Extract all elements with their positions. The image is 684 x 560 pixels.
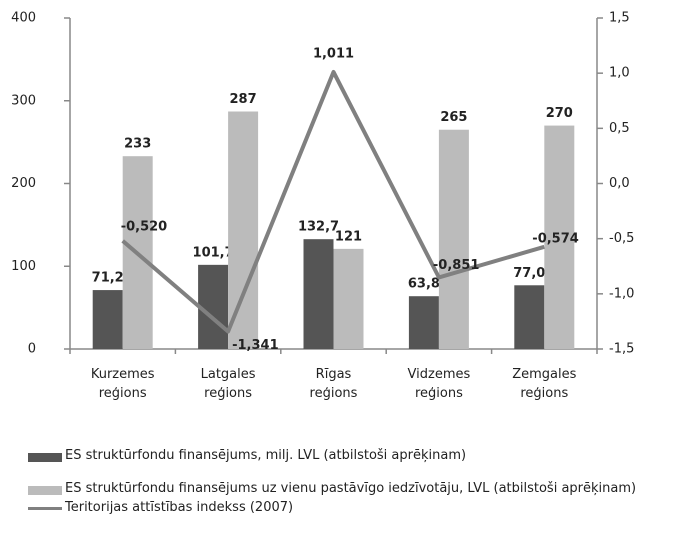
bar — [92, 290, 123, 349]
data-label: -1,341 — [232, 338, 279, 353]
x-tick-label: Zemgales reģions — [512, 367, 576, 401]
bar — [408, 296, 439, 349]
legend: ES struktūrfondu finansējums, milj. LVL … — [28, 448, 678, 515]
bar — [544, 125, 575, 349]
x-tick-label: Rīgas reģions — [310, 367, 358, 401]
y2-tick-label: 0,5 — [609, 121, 630, 136]
x-tick-label: Vidzemes reģions — [408, 367, 471, 401]
bar — [303, 239, 334, 349]
bar — [438, 129, 469, 349]
data-label: -0,574 — [532, 231, 579, 246]
data-label: -0,851 — [433, 258, 480, 273]
data-label: 71,2 — [92, 271, 124, 286]
data-label: 233 — [124, 137, 151, 152]
data-label: 132,7 — [298, 220, 339, 235]
y-tick-label: 0 — [28, 342, 36, 357]
legend-swatch — [28, 507, 62, 510]
data-label: 270 — [546, 106, 573, 121]
chart: 0 100 200 300 400 -1,5 -1,0 -0,5 0,0 0,5 1,0 1,5 Kur… — [11, 11, 634, 401]
legend-swatch — [28, 453, 62, 462]
data-label: 121 — [335, 229, 362, 244]
legend-entry: Teritorijas attīstības indekss (2007) — [28, 500, 678, 515]
bar — [514, 285, 545, 349]
legend-label: ES struktūrfondu finansējums, milj. LVL … — [65, 448, 467, 463]
y-tick-label: 300 — [11, 93, 36, 108]
line — [121, 69, 545, 334]
x-tick-label: Kurzemes reģions — [91, 367, 155, 401]
legend-entry: ES struktūrfondu finansējums, milj. LVL … — [28, 448, 678, 463]
x-tick-label: Latgales reģions — [201, 367, 256, 401]
y-tick-label: 200 — [11, 176, 36, 191]
data-label: 63,8 — [408, 277, 440, 292]
data-label: 1,011 — [313, 46, 354, 61]
y2-tick-label: 1,5 — [609, 11, 630, 26]
y-tick-label: 100 — [11, 259, 36, 274]
y-tick-label: 400 — [11, 11, 36, 26]
legend-entry: ES struktūrfondu finansējums uz vienu pa… — [28, 481, 678, 496]
y2-tick-label: 0,0 — [609, 176, 630, 191]
y2-tick-label: -1,0 — [609, 286, 634, 301]
y2-tick-label: 1,0 — [609, 66, 630, 81]
bar — [333, 248, 364, 349]
legend-label: Teritorijas attīstības indekss (2007) — [65, 500, 294, 515]
data-label: 265 — [440, 110, 467, 125]
bar — [198, 264, 229, 349]
bar — [228, 111, 259, 349]
legend-swatch — [28, 486, 62, 495]
data-label: 77,0 — [513, 266, 545, 281]
y2-tick-label: -0,5 — [609, 231, 634, 246]
data-label: 101,7 — [193, 245, 234, 260]
data-label: -0,520 — [121, 219, 168, 234]
y2-tick-label: -1,5 — [609, 342, 634, 357]
legend-label: ES struktūrfondu finansējums uz vienu pa… — [65, 481, 637, 496]
data-label: 287 — [230, 92, 257, 107]
